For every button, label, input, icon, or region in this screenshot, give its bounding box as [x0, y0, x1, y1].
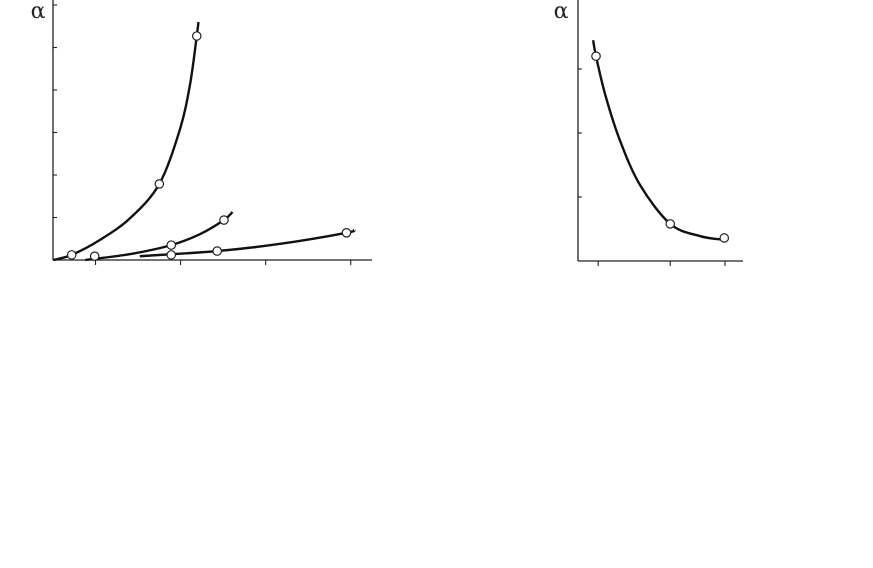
data-point [166, 240, 177, 250]
data-point [89, 251, 100, 261]
fit-curve [139, 228, 356, 258]
fit-curve [52, 21, 200, 262]
data-point [212, 246, 222, 256]
data-point [154, 179, 165, 189]
fit-curve [591, 39, 725, 242]
data-point [191, 31, 202, 41]
data-point [219, 215, 229, 225]
data-point [66, 250, 77, 260]
data-point [166, 250, 177, 260]
data-point [719, 233, 730, 243]
y-axis-label: α [31, 0, 46, 24]
data-point [341, 228, 352, 238]
data-point [591, 51, 601, 61]
y-axis-label: α [554, 0, 569, 24]
data-point [665, 219, 676, 229]
